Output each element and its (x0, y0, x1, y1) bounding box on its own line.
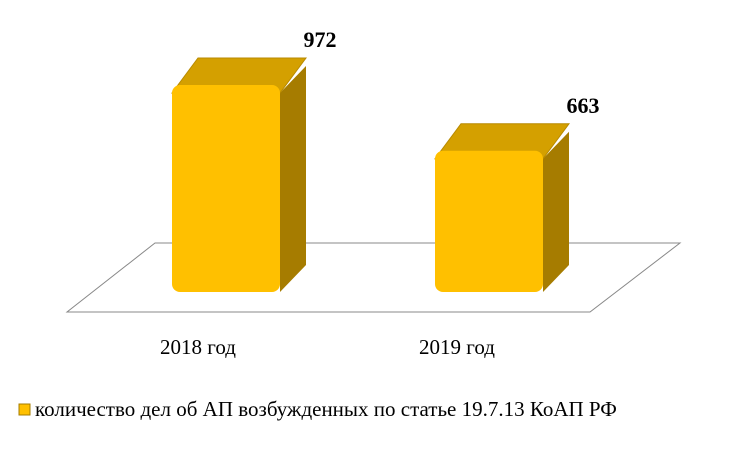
data-label-0: 972 (304, 27, 337, 52)
chart-floor (65, 242, 682, 313)
bar-1 (435, 150, 543, 292)
legend-label: количество дел об АП возбужденных по ста… (35, 397, 617, 421)
bar-side-0 (280, 66, 306, 292)
bar-0 (172, 85, 280, 292)
legend: количество дел об АП возбужденных по ста… (18, 397, 617, 421)
x-tick-label-0: 2018 год (160, 335, 236, 359)
x-tick-label-1: 2019 год (419, 335, 495, 359)
bar-side-1 (543, 131, 569, 292)
data-label-1: 663 (567, 93, 600, 118)
legend-swatch (18, 403, 31, 416)
